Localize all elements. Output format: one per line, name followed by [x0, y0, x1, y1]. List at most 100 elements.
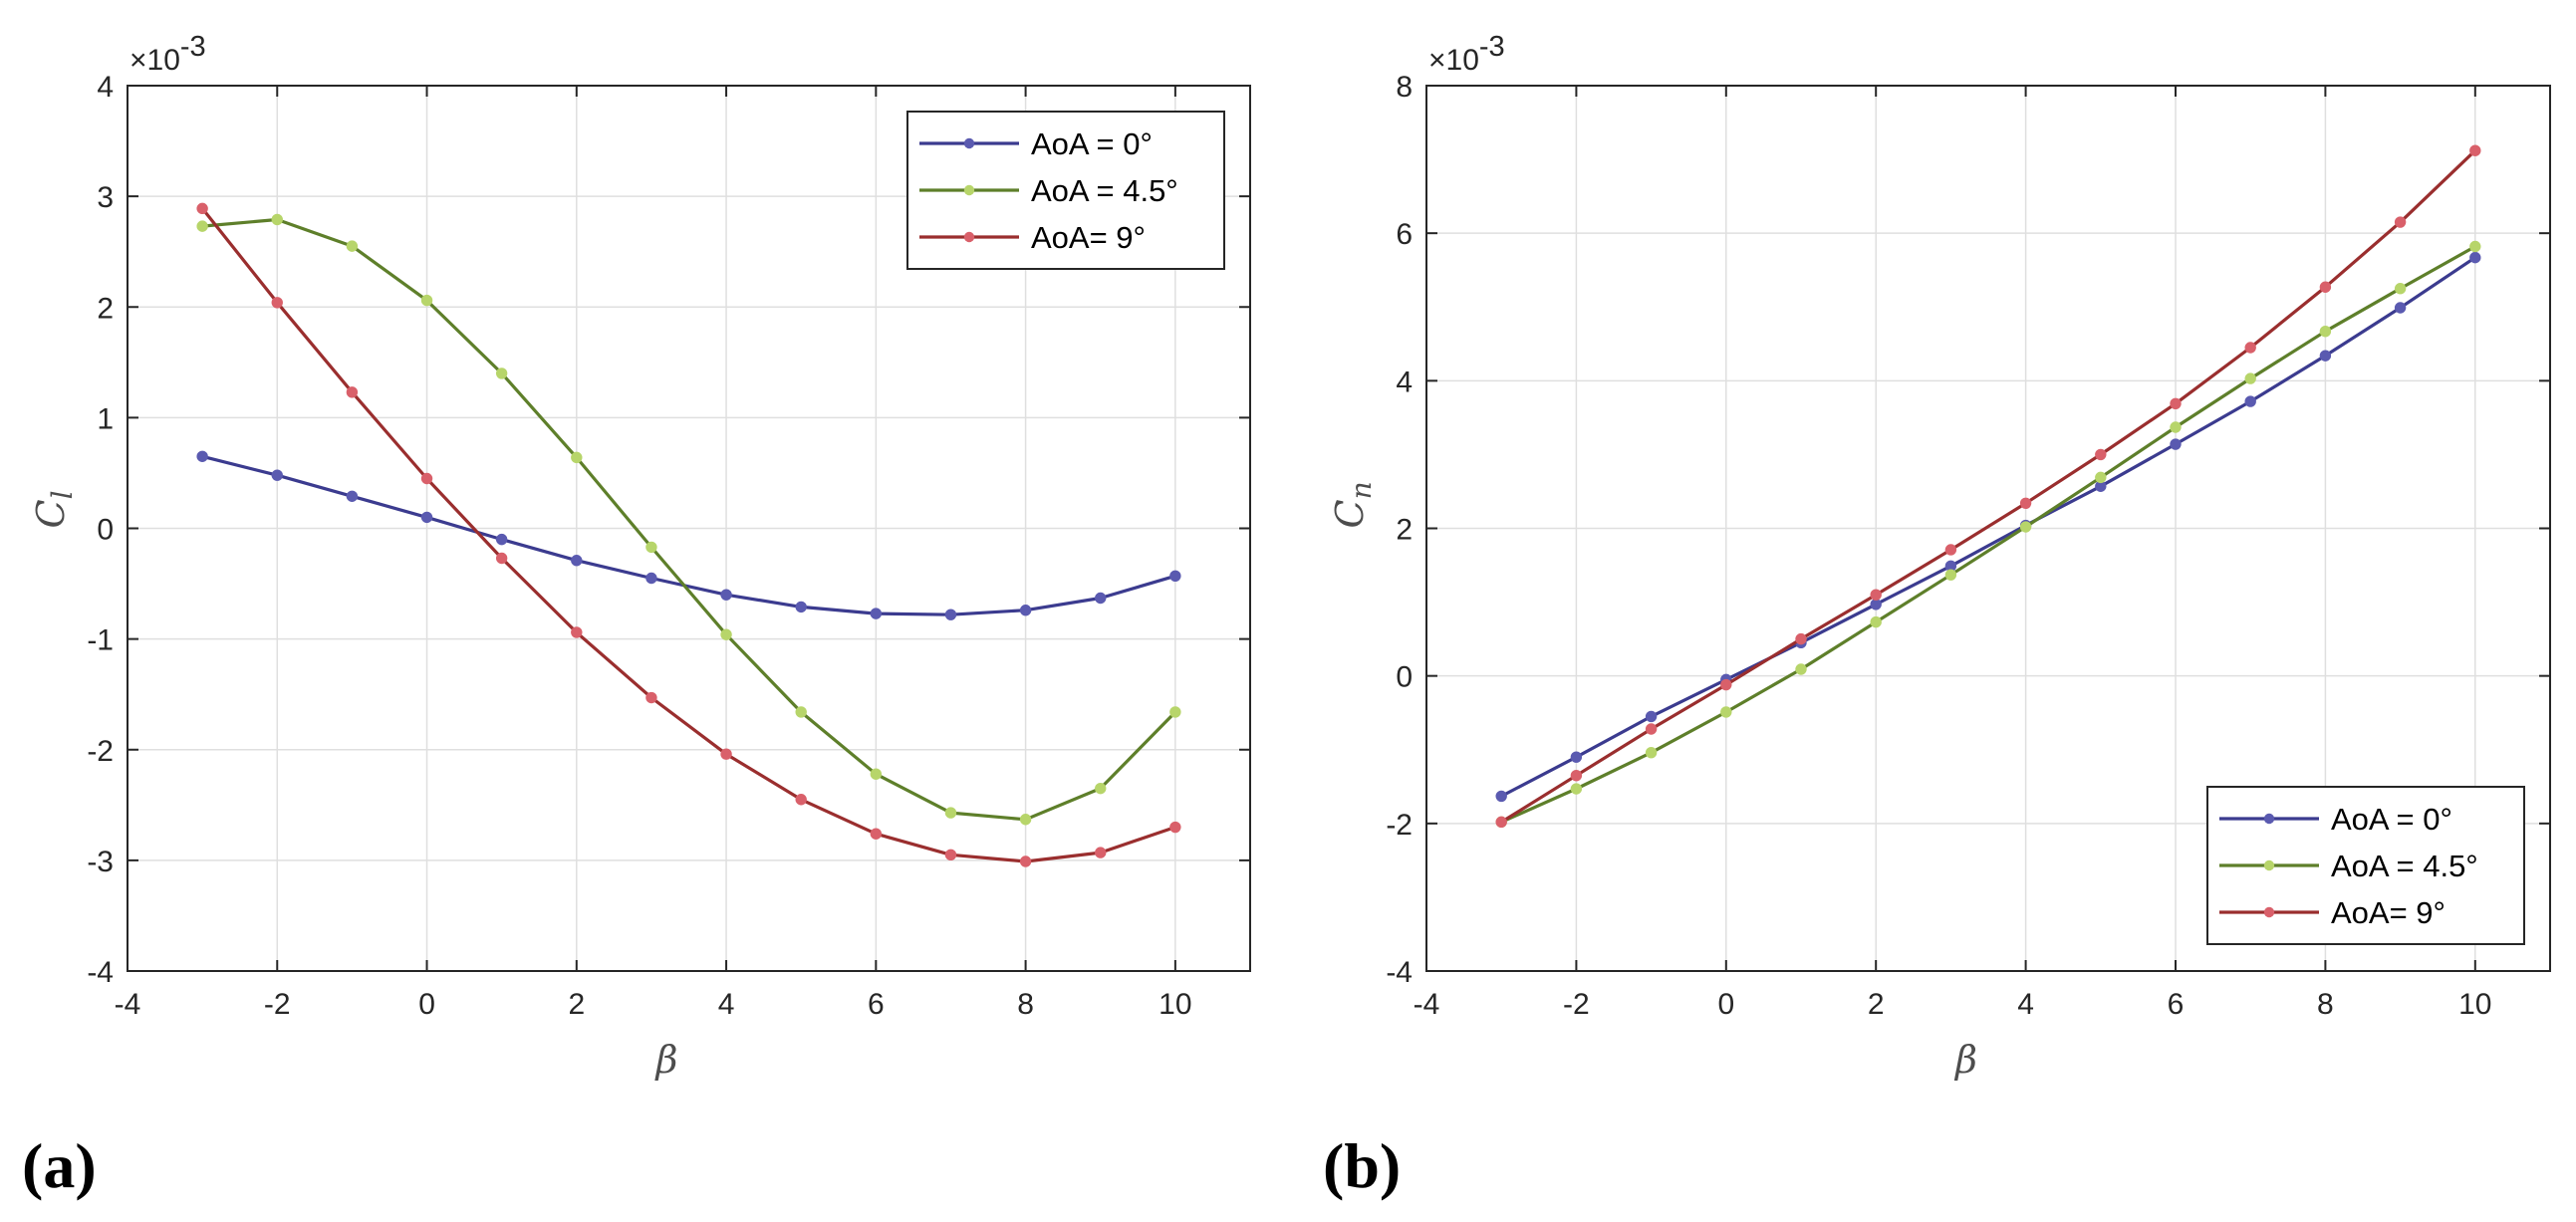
data-point	[346, 386, 359, 398]
panel-label: (b)	[1323, 1130, 1401, 1201]
data-point	[495, 367, 508, 379]
data-point	[1645, 747, 1658, 759]
y-axis-label-sub: l	[46, 490, 79, 499]
data-point	[1645, 723, 1658, 735]
data-point	[1019, 855, 1032, 867]
data-point	[870, 608, 883, 619]
data-point	[420, 511, 433, 524]
data-point	[1870, 589, 1882, 601]
x-tick-label: 8	[1017, 988, 1034, 1021]
x-tick-label: 0	[418, 988, 435, 1021]
data-point	[645, 541, 657, 554]
y-tick-label: 3	[97, 181, 114, 214]
legend-entry: AoA = 4.5°	[1031, 173, 1178, 208]
data-point	[495, 552, 508, 565]
y-axis-label: Cn	[1328, 481, 1378, 528]
y-tick-label: -2	[1386, 809, 1413, 842]
data-point	[645, 691, 657, 704]
data-point	[196, 202, 208, 215]
y-tick-label: 6	[1396, 218, 1413, 251]
data-point	[2244, 395, 2256, 407]
data-point	[1169, 821, 1181, 834]
legend-marker	[2263, 906, 2275, 918]
data-point	[2319, 350, 2332, 362]
y-tick-label: -2	[87, 735, 114, 768]
y-tick-label: 4	[1396, 366, 1413, 398]
legend-entry: AoA = 0°	[2331, 802, 2452, 837]
x-tick-label: 2	[568, 988, 585, 1021]
legend-entry: AoA = 0°	[1031, 126, 1153, 161]
data-point	[2319, 325, 2332, 338]
y-tick-label: 4	[97, 71, 114, 104]
legend-entry: AoA = 4.5°	[2331, 849, 2478, 883]
data-point	[1795, 632, 1807, 645]
x-tick-label: 6	[2168, 988, 2185, 1021]
y-tick-label: 1	[97, 402, 114, 435]
y-tick-label: -1	[87, 624, 114, 657]
y-exponent-label: ×10-3	[129, 31, 206, 77]
data-point	[944, 609, 957, 620]
x-tick-label: 2	[1868, 988, 1885, 1021]
data-point	[420, 472, 433, 485]
x-tick-label: -4	[115, 988, 141, 1021]
legend-marker	[963, 231, 975, 243]
data-point	[1944, 569, 1957, 581]
data-point	[1095, 592, 1107, 605]
data-point	[1570, 751, 1583, 763]
data-point	[271, 297, 283, 309]
data-point	[870, 768, 883, 780]
data-point	[645, 572, 657, 585]
data-point	[1870, 615, 1882, 628]
y-axis-label-main: C	[1328, 499, 1372, 528]
data-point	[571, 555, 583, 567]
data-point	[1019, 814, 1032, 826]
data-point	[1495, 790, 1507, 803]
data-point	[1570, 783, 1583, 795]
x-tick-label: 4	[2017, 988, 2034, 1021]
data-point	[495, 533, 508, 546]
series-line-1	[1500, 245, 2476, 824]
legend-marker	[2263, 813, 2275, 825]
data-point	[571, 451, 583, 464]
data-point	[571, 626, 583, 638]
x-tick-label: 10	[1159, 988, 1191, 1021]
data-point	[2319, 281, 2332, 293]
data-point	[720, 628, 732, 640]
data-point	[1169, 706, 1181, 718]
y-exponent-base: ×10	[129, 44, 180, 77]
x-tick-label: -2	[264, 988, 291, 1021]
data-point	[1570, 769, 1583, 782]
data-point	[2469, 251, 2481, 264]
y-exponent-power: -3	[180, 31, 206, 63]
data-point	[2095, 448, 2107, 461]
data-point	[1095, 782, 1107, 795]
data-point	[1720, 678, 1732, 691]
data-point	[2244, 372, 2256, 384]
x-tick-label: 6	[868, 988, 885, 1021]
data-point	[271, 469, 283, 481]
legend-entry: AoA= 9°	[2331, 895, 2446, 930]
y-exponent-power: -3	[1479, 31, 1505, 63]
data-point	[870, 828, 883, 840]
data-point	[1795, 663, 1807, 675]
x-axis-label: β	[654, 1038, 678, 1082]
y-tick-label: 0	[1396, 661, 1413, 694]
series-line-0	[201, 454, 1176, 616]
data-point	[2469, 144, 2481, 156]
y-tick-label: -3	[87, 846, 114, 878]
series-line-0	[1500, 256, 2476, 798]
data-point	[795, 706, 807, 718]
data-point	[1720, 706, 1732, 718]
data-point	[1019, 605, 1032, 616]
chart-panel-1: -4 -2 0 2 4 6 8 10 -4 -2 0 2 4 6 8 ×10-3 β Cn AoA = 0° AoA …	[1323, 31, 2551, 1201]
data-point	[2019, 497, 2032, 510]
data-point	[944, 849, 957, 861]
data-point	[346, 240, 359, 252]
series-line-1	[201, 217, 1177, 822]
data-point	[196, 450, 208, 462]
x-tick-label: 10	[2458, 988, 2491, 1021]
data-point	[1944, 544, 1957, 556]
data-point	[2170, 438, 2182, 450]
data-point	[2244, 342, 2256, 354]
